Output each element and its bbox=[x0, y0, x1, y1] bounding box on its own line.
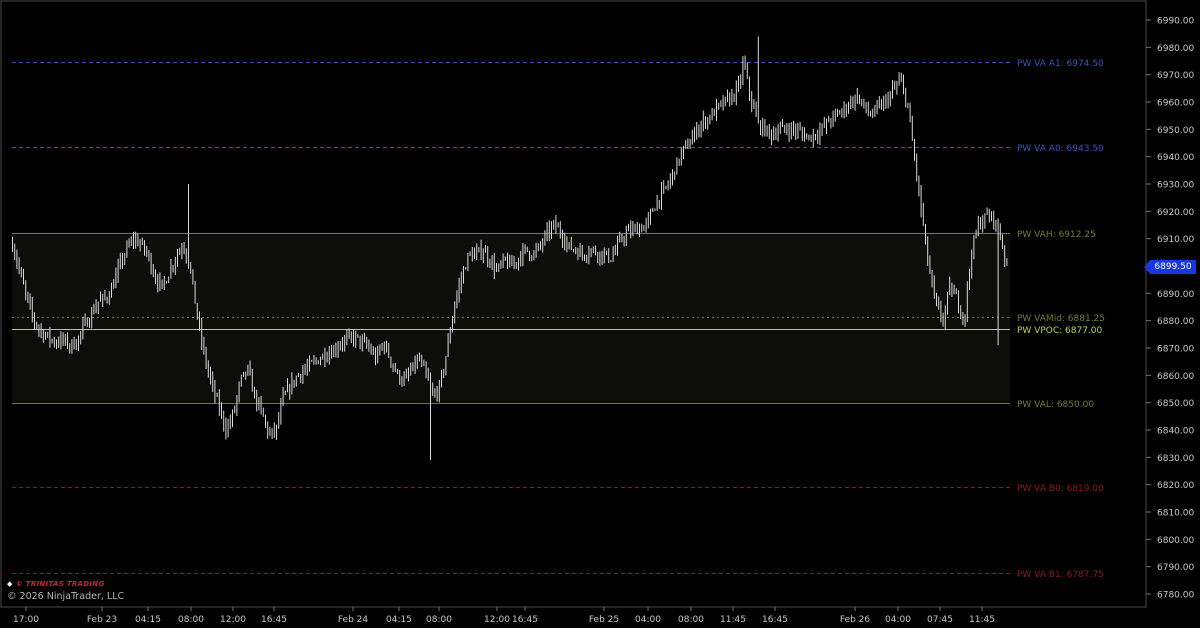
x-tick-label-18: 07:45 bbox=[927, 615, 953, 625]
y-tick-label-9: 6870.00 bbox=[1157, 345, 1194, 355]
x-tick-label-0: 17:00 bbox=[13, 615, 39, 625]
y-tick-label-6: 6840.00 bbox=[1157, 427, 1194, 437]
y-tick-label-7: 6850.00 bbox=[1157, 399, 1194, 409]
plot-frame bbox=[0, 0, 1147, 608]
x-tick-label-19: 11:45 bbox=[969, 615, 995, 625]
y-tick-label-0: 6780.00 bbox=[1157, 591, 1194, 601]
x-tick-label-14: 11:45 bbox=[720, 615, 746, 625]
x-tick-label-3: 08:00 bbox=[178, 615, 204, 625]
y-tick-label-3: 6810.00 bbox=[1157, 509, 1194, 519]
x-tick-label-6: Feb 24 bbox=[338, 615, 369, 625]
time-axis[interactable]: 17:00 Feb 23 04:15 08:00 12:00 16:45 Feb 24 04:… bbox=[13, 607, 995, 625]
y-tick-label-13: 6910.00 bbox=[1157, 235, 1194, 245]
y-tick-label-2: 6800.00 bbox=[1157, 536, 1194, 546]
y-tick-label-14: 6920.00 bbox=[1157, 208, 1194, 218]
y-tick-label-11: 6890.00 bbox=[1157, 290, 1194, 300]
x-tick-label-17: 04:00 bbox=[885, 615, 911, 625]
x-tick-label-1: Feb 23 bbox=[87, 615, 117, 625]
x-tick-label-8: 08:00 bbox=[426, 615, 452, 625]
level-label-3: PW VAMid: 6881.25 bbox=[1017, 314, 1105, 324]
current-price-marker: 6899.50 bbox=[1144, 260, 1196, 274]
y-tick-label-8: 6860.00 bbox=[1157, 372, 1194, 382]
x-tick-label-15: 16:45 bbox=[762, 615, 788, 625]
x-tick-label-4: 12:00 bbox=[220, 615, 246, 625]
x-tick-label-10: 16:45 bbox=[512, 615, 538, 625]
level-label-1: PW VA A0: 6943.50 bbox=[1017, 144, 1104, 154]
level-labels-layer: PW VA A1: 6974.50 PW VA A0: 6943.50 PW VAH… bbox=[1017, 59, 1105, 580]
level-label-2: PW VAH: 6912.25 bbox=[1017, 230, 1096, 240]
x-tick-label-7: 04:15 bbox=[386, 615, 412, 625]
y-tick-label-19: 6970.00 bbox=[1157, 71, 1194, 81]
level-label-7: PW VA B1: 6787.75 bbox=[1017, 570, 1104, 580]
y-tick-label-10: 6880.00 bbox=[1157, 317, 1194, 327]
y-tick-label-5: 6830.00 bbox=[1157, 454, 1194, 464]
x-tick-label-12: 04:00 bbox=[635, 615, 661, 625]
value-area-layer bbox=[12, 232, 1010, 403]
levels-layer bbox=[12, 62, 1010, 574]
x-tick-label-2: 04:15 bbox=[135, 615, 161, 625]
price-bars-layer bbox=[12, 36, 1008, 461]
y-tick-label-17: 6950.00 bbox=[1157, 126, 1194, 136]
y-tick-label-16: 6940.00 bbox=[1157, 153, 1194, 163]
level-label-0: PW VA A1: 6974.50 bbox=[1017, 59, 1104, 69]
value-area-box bbox=[12, 232, 1010, 403]
watermark-brand: ◆ © TRINITAS TRADING bbox=[7, 580, 105, 588]
y-tick-label-18: 6960.00 bbox=[1157, 99, 1194, 109]
copyright-text: © 2026 NinjaTrader, LLC bbox=[7, 591, 125, 602]
y-tick-label-21: 6990.00 bbox=[1157, 17, 1194, 27]
level-label-6: PW VA B0: 6819.00 bbox=[1017, 484, 1104, 494]
x-tick-label-5: 16:45 bbox=[261, 615, 287, 625]
level-label-5: PW VAL: 6850.00 bbox=[1017, 400, 1094, 410]
price-axis[interactable]: 6780.00 6790.00 6800.00 6810.00 6820.00 6830.… bbox=[1146, 17, 1194, 601]
x-tick-label-9: 12:00 bbox=[484, 615, 510, 625]
y-tick-label-20: 6980.00 bbox=[1157, 44, 1194, 54]
x-tick-label-13: 08:00 bbox=[678, 615, 704, 625]
x-tick-label-16: Feb 26 bbox=[840, 615, 871, 625]
y-tick-label-1: 6790.00 bbox=[1157, 563, 1194, 573]
y-tick-label-15: 6930.00 bbox=[1157, 181, 1194, 191]
x-tick-label-11: Feb 25 bbox=[589, 615, 619, 625]
y-tick-label-4: 6820.00 bbox=[1157, 481, 1194, 491]
level-label-4: PW VPOC: 6877.00 bbox=[1017, 326, 1103, 336]
